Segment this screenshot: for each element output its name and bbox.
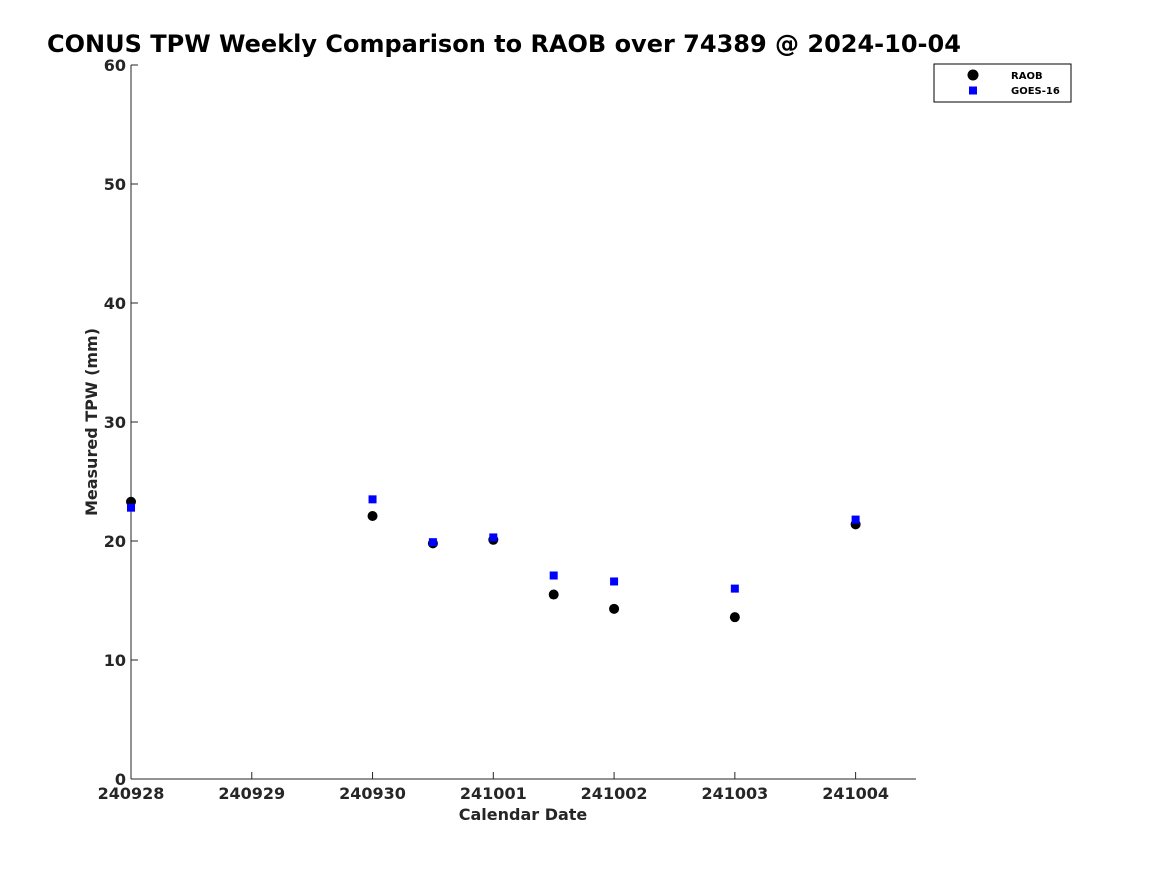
y-tick-label: 20 bbox=[104, 532, 126, 551]
axes: 0 10 20 30 40 50 60 240928 240929 240930 241001 241… bbox=[98, 56, 916, 803]
x-tick-label: 241002 bbox=[581, 784, 648, 803]
legend: RAOB GOES-16 bbox=[933, 63, 1072, 103]
chart-title: CONUS TPW Weekly Comparison to RAOB over… bbox=[47, 30, 961, 58]
y-tick-label: 10 bbox=[104, 651, 126, 670]
legend-marker-goes16 bbox=[969, 86, 977, 95]
x-tick-label: 240928 bbox=[98, 784, 165, 803]
point-raob bbox=[609, 603, 620, 614]
point-goes16 bbox=[851, 515, 860, 524]
y-tick-label: 60 bbox=[104, 56, 126, 75]
point-goes16 bbox=[549, 571, 558, 580]
x-tick-label: 241003 bbox=[701, 784, 768, 803]
point-raob bbox=[729, 612, 740, 623]
point-goes16 bbox=[127, 503, 135, 512]
legend-box bbox=[933, 63, 1072, 103]
point-goes16 bbox=[428, 538, 437, 547]
x-tick-label: 241001 bbox=[460, 784, 527, 803]
point-goes16 bbox=[368, 495, 377, 504]
y-tick-label: 0 bbox=[115, 770, 126, 789]
point-goes16 bbox=[610, 577, 619, 586]
legend-marker-raob bbox=[967, 69, 979, 81]
legend-label-raob: RAOB bbox=[1011, 71, 1043, 82]
x-tick-label: 240929 bbox=[218, 784, 285, 803]
point-raob bbox=[367, 511, 378, 522]
x-axis-label: Calendar Date bbox=[459, 805, 588, 824]
y-tick-label: 30 bbox=[104, 413, 126, 432]
y-tick-label: 50 bbox=[104, 175, 126, 194]
x-tick-label: 240930 bbox=[339, 784, 406, 803]
legend-label-goes16: GOES-16 bbox=[1011, 86, 1060, 97]
y-tick-label: 40 bbox=[104, 294, 126, 313]
x-tick-label: 241004 bbox=[822, 784, 889, 803]
point-raob bbox=[548, 589, 559, 600]
point-goes16 bbox=[730, 584, 739, 593]
y-axis-label: Measured TPW (mm) bbox=[82, 328, 101, 516]
point-goes16 bbox=[489, 533, 498, 542]
data-marks bbox=[126, 495, 861, 623]
